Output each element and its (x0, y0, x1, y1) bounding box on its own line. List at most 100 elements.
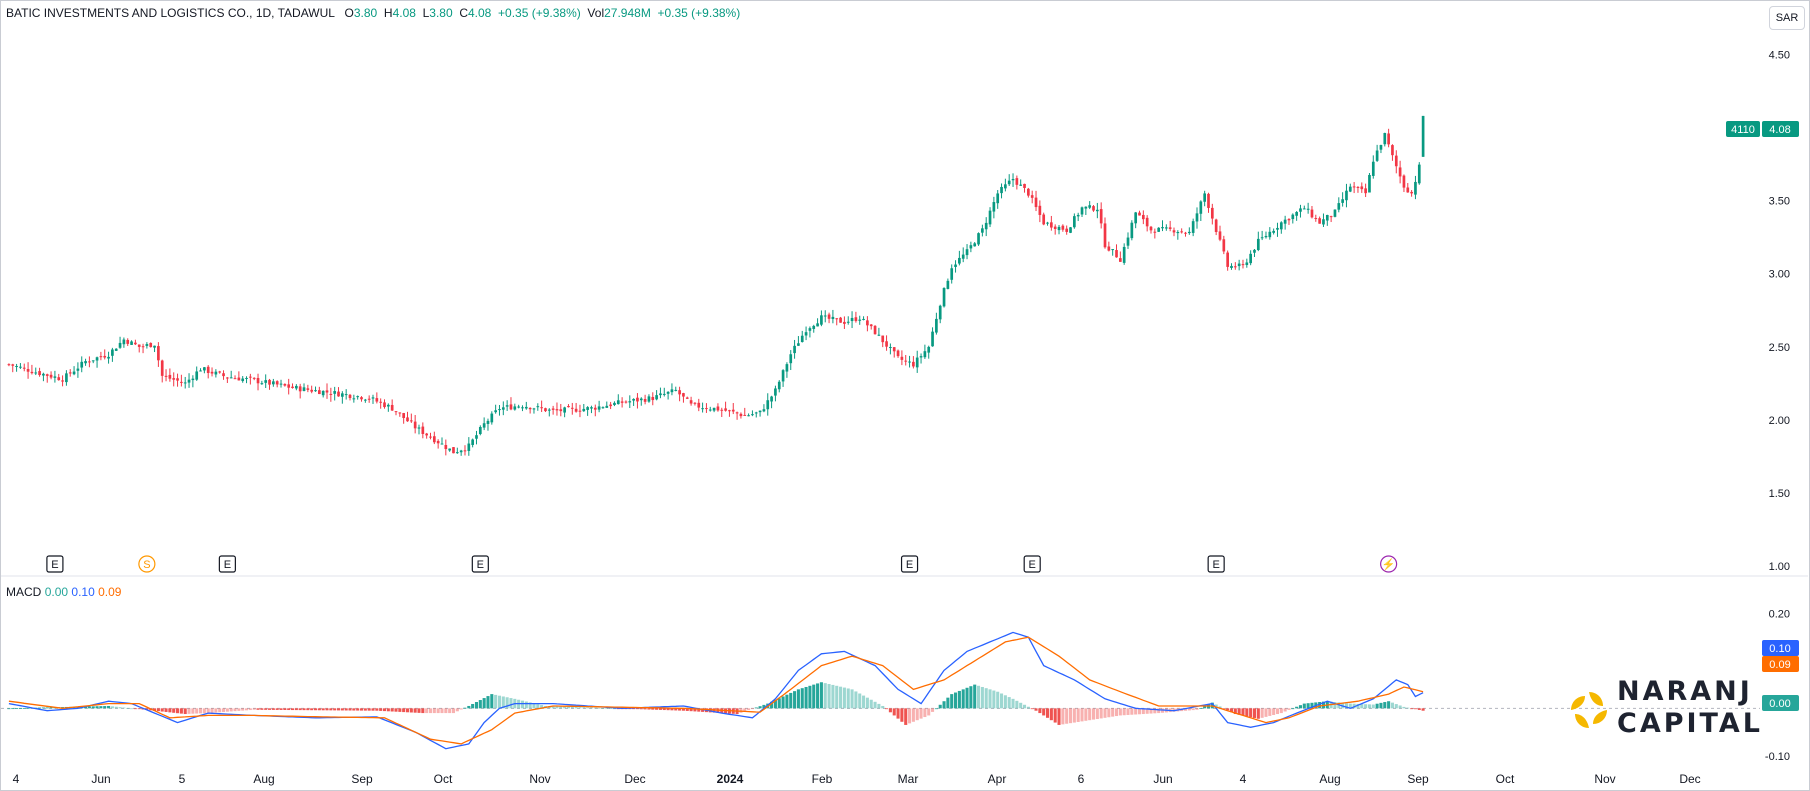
macd-histogram-bar (1000, 693, 1004, 709)
candle (582, 408, 586, 412)
macd-histogram-bar (1187, 708, 1191, 711)
last-price-tag: 4110 4.08 (1726, 121, 1799, 137)
candle (30, 371, 34, 374)
earnings-marker[interactable] (900, 555, 919, 573)
candle (992, 202, 996, 212)
candle (233, 378, 237, 380)
macd-histogram-bar (290, 708, 295, 711)
earnings-marker[interactable] (1207, 555, 1225, 573)
macd-histogram-bar (612, 708, 616, 710)
close-value: 4.08 (467, 6, 492, 20)
macd-histogram-bar (440, 708, 444, 714)
candle (965, 249, 969, 256)
time-axis-tick-label: Oct (1496, 772, 1515, 786)
brand-mark-icon (1571, 692, 1607, 728)
macd-histogram-bar (662, 708, 666, 711)
macd-histogram-bar (1091, 708, 1096, 720)
candle (1092, 206, 1095, 211)
candle (862, 318, 865, 320)
macd-histogram-bar (1237, 708, 1241, 715)
candle (168, 374, 172, 379)
candle (593, 407, 597, 410)
macd-histogram-bar (1256, 708, 1260, 719)
candle (1414, 181, 1417, 195)
candle (1383, 133, 1387, 145)
candle (88, 361, 91, 363)
candle (739, 413, 743, 417)
earnings-marker[interactable] (1023, 555, 1041, 573)
macd-histogram-bar (287, 708, 291, 711)
macd-histogram-bar (754, 707, 758, 709)
candle (942, 288, 946, 307)
macd-histogram-bar (597, 707, 601, 709)
macd-histogram-bar (1099, 708, 1103, 719)
macd-histogram-bar (168, 708, 172, 713)
macd-histogram-bar (1367, 704, 1371, 709)
brand-line-2: CAPITAL (1617, 708, 1763, 739)
candle (436, 440, 440, 444)
candle (76, 368, 80, 371)
candle (1287, 218, 1291, 221)
candle (1318, 218, 1321, 224)
macd-histogram-bar (1379, 702, 1383, 709)
macd-histogram-bar (965, 687, 969, 709)
candle (157, 346, 160, 361)
macd-legend[interactable]: MACD 0.00 0.10 0.09 (6, 585, 121, 599)
earnings-marker-label: E (224, 559, 231, 571)
candle (1406, 187, 1410, 193)
candle (1115, 250, 1118, 258)
candle (854, 317, 858, 322)
macd-histogram-bar (306, 708, 310, 711)
earnings-marker[interactable] (218, 555, 236, 573)
candle (881, 335, 885, 343)
macd-histogram-bar (957, 690, 961, 709)
macd-histogram-bar (1149, 708, 1153, 714)
candle (1184, 232, 1187, 234)
macd-histogram-bar (536, 704, 540, 709)
macd-histogram-bar (831, 684, 835, 709)
candle (774, 388, 777, 396)
macd-histogram-bar (1080, 708, 1084, 722)
macd-histogram-bar (76, 706, 80, 709)
macd-histogram-bar (394, 708, 398, 712)
candle (605, 405, 609, 408)
candle (866, 320, 869, 326)
symbol-title[interactable]: BATIC INVESTMENTS AND LOGISTICS CO., 1D,… (6, 6, 335, 20)
candle (203, 367, 206, 371)
candle (65, 373, 68, 383)
macd-histogram-bar (1260, 708, 1264, 718)
macd-histogram-bar (1390, 702, 1394, 709)
event-marker[interactable] (1380, 555, 1398, 573)
macd-histogram-bar (467, 705, 471, 709)
candle (839, 317, 842, 323)
earnings-marker[interactable] (471, 555, 489, 573)
candle (237, 377, 241, 381)
candle (904, 360, 908, 362)
candle (1214, 219, 1218, 233)
candle (314, 390, 317, 392)
candle (574, 408, 578, 412)
split-marker[interactable] (138, 555, 156, 573)
candle (747, 415, 750, 417)
macd-histogram-bar (1402, 706, 1406, 709)
macd-histogram-bar (927, 708, 931, 716)
macd-histogram-bar (1049, 708, 1053, 721)
ticker-tag-bg (1726, 121, 1760, 137)
time-axis-tick-label: Aug (253, 772, 274, 786)
candle (371, 397, 375, 399)
candle (969, 245, 973, 249)
macd-histogram-bar (559, 706, 563, 709)
candle (1145, 217, 1149, 227)
candle (678, 390, 681, 395)
currency-button[interactable]: SAR (1769, 6, 1805, 30)
candle (551, 408, 555, 410)
macd-histogram-bar (647, 708, 651, 710)
macd-histogram-bar (632, 708, 636, 710)
earnings-marker[interactable] (46, 555, 64, 573)
candle (981, 228, 984, 233)
candle (1046, 222, 1049, 224)
candle (1322, 219, 1325, 225)
macd-histogram-bar (1383, 702, 1387, 709)
candle (728, 410, 731, 412)
